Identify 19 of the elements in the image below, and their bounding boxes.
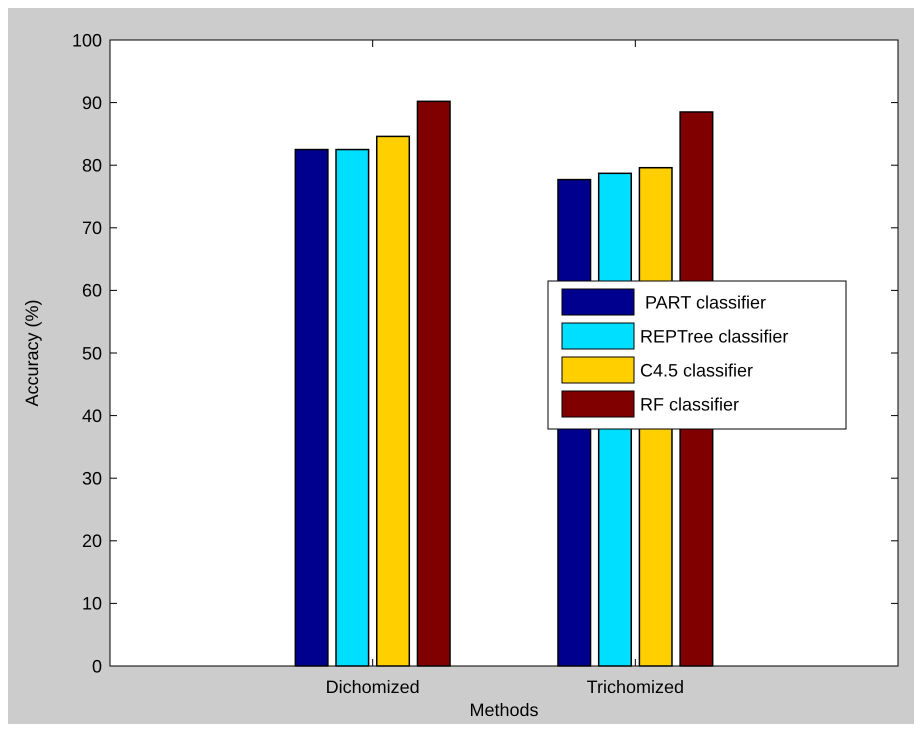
x-tick-label: Trichomized (586, 677, 684, 697)
y-tick-label: 20 (82, 531, 102, 552)
y-tick-label: 100 (72, 30, 102, 50)
x-tick-label: Dichomized (326, 677, 420, 697)
y-tick-label: 70 (82, 218, 102, 238)
legend-label: RF classifier (640, 394, 740, 414)
y-tick-label: 30 (82, 468, 102, 488)
y-tick-label: 0 (92, 656, 102, 676)
y-tick-label: 80 (82, 156, 102, 176)
y-tick-label: 60 (82, 280, 102, 301)
x-axis-title: Methods (469, 700, 539, 720)
legend-label: C4.5 classifier (640, 360, 754, 380)
legend-label: REPTree classifier (640, 326, 788, 346)
legend-label: PART classifier (640, 292, 766, 312)
y-axis-title: Accuracy (%) (22, 299, 42, 407)
y-tick-label: 90 (82, 92, 102, 113)
y-tick-label: 40 (82, 406, 102, 426)
y-tick-label: 50 (82, 343, 102, 364)
y-tick-label: 10 (82, 594, 102, 614)
